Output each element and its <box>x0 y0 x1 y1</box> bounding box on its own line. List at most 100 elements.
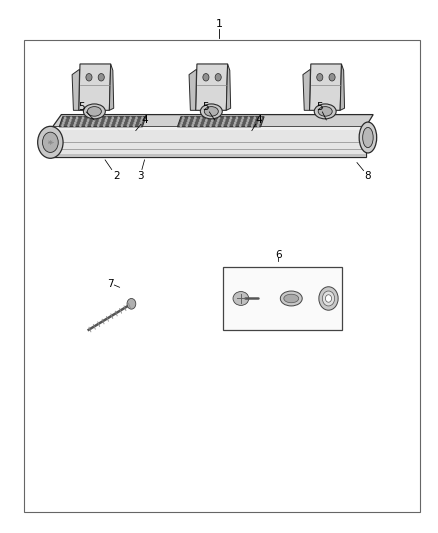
Circle shape <box>228 122 230 125</box>
Polygon shape <box>110 64 114 110</box>
Polygon shape <box>310 64 342 110</box>
Circle shape <box>141 116 144 119</box>
Circle shape <box>140 119 143 122</box>
Circle shape <box>76 116 78 119</box>
Circle shape <box>116 122 118 125</box>
Circle shape <box>259 116 262 119</box>
Circle shape <box>99 116 102 119</box>
Circle shape <box>198 122 201 125</box>
Circle shape <box>67 124 70 127</box>
Circle shape <box>103 124 106 127</box>
Circle shape <box>224 116 226 119</box>
Circle shape <box>222 122 225 125</box>
Ellipse shape <box>87 107 101 116</box>
Circle shape <box>215 124 218 127</box>
Circle shape <box>204 122 207 125</box>
Polygon shape <box>303 69 311 110</box>
Ellipse shape <box>42 132 58 152</box>
Polygon shape <box>53 127 366 130</box>
Circle shape <box>194 116 197 119</box>
Text: 6: 6 <box>275 250 282 260</box>
Circle shape <box>70 116 72 119</box>
Circle shape <box>82 116 84 119</box>
Circle shape <box>81 119 83 122</box>
Circle shape <box>122 122 124 125</box>
Circle shape <box>210 122 213 125</box>
Circle shape <box>200 116 202 119</box>
Circle shape <box>322 291 335 306</box>
Circle shape <box>98 74 104 81</box>
Circle shape <box>215 74 221 81</box>
Circle shape <box>182 116 185 119</box>
Circle shape <box>124 116 126 119</box>
Circle shape <box>246 122 248 125</box>
Circle shape <box>258 119 261 122</box>
Ellipse shape <box>280 291 302 306</box>
Circle shape <box>319 287 338 310</box>
Circle shape <box>199 119 202 122</box>
Circle shape <box>218 116 220 119</box>
Circle shape <box>86 74 92 81</box>
Polygon shape <box>189 69 197 110</box>
Circle shape <box>211 119 214 122</box>
Circle shape <box>187 119 190 122</box>
Text: 1: 1 <box>215 19 223 29</box>
Circle shape <box>94 116 96 119</box>
Circle shape <box>257 124 259 127</box>
Ellipse shape <box>359 122 377 153</box>
Polygon shape <box>53 115 373 127</box>
Circle shape <box>106 116 108 119</box>
Text: 8: 8 <box>364 171 371 181</box>
Circle shape <box>188 116 191 119</box>
Circle shape <box>80 122 83 125</box>
Circle shape <box>134 119 137 122</box>
Circle shape <box>317 74 323 81</box>
Circle shape <box>138 124 141 127</box>
Circle shape <box>181 119 184 122</box>
Polygon shape <box>79 64 111 110</box>
Ellipse shape <box>284 294 299 303</box>
Text: 5: 5 <box>78 102 85 111</box>
Circle shape <box>212 116 215 119</box>
Ellipse shape <box>233 292 249 305</box>
Circle shape <box>229 119 231 122</box>
Circle shape <box>127 124 129 127</box>
Circle shape <box>69 119 71 122</box>
Circle shape <box>139 122 142 125</box>
Bar <box>223 266 342 330</box>
Circle shape <box>74 122 77 125</box>
Circle shape <box>217 119 219 122</box>
Circle shape <box>203 74 209 81</box>
Text: 7: 7 <box>107 279 114 288</box>
Circle shape <box>240 122 243 125</box>
Circle shape <box>252 122 254 125</box>
Bar <box>24 40 420 512</box>
Circle shape <box>91 124 94 127</box>
Polygon shape <box>53 154 366 157</box>
Ellipse shape <box>318 107 332 116</box>
Circle shape <box>134 122 136 125</box>
Ellipse shape <box>204 107 218 116</box>
Circle shape <box>111 116 114 119</box>
Circle shape <box>254 116 256 119</box>
Circle shape <box>258 122 260 125</box>
Circle shape <box>109 124 111 127</box>
Circle shape <box>193 119 196 122</box>
Circle shape <box>325 295 332 302</box>
Ellipse shape <box>363 127 373 148</box>
Circle shape <box>62 122 65 125</box>
Circle shape <box>73 124 76 127</box>
Circle shape <box>247 116 250 119</box>
Circle shape <box>135 116 138 119</box>
Circle shape <box>127 298 136 309</box>
Circle shape <box>186 122 189 125</box>
Circle shape <box>236 116 238 119</box>
Circle shape <box>79 124 82 127</box>
Circle shape <box>92 122 95 125</box>
Ellipse shape <box>200 104 222 119</box>
Circle shape <box>117 116 120 119</box>
Polygon shape <box>59 117 146 127</box>
Circle shape <box>63 119 66 122</box>
Circle shape <box>110 122 112 125</box>
Text: 3: 3 <box>137 171 144 181</box>
